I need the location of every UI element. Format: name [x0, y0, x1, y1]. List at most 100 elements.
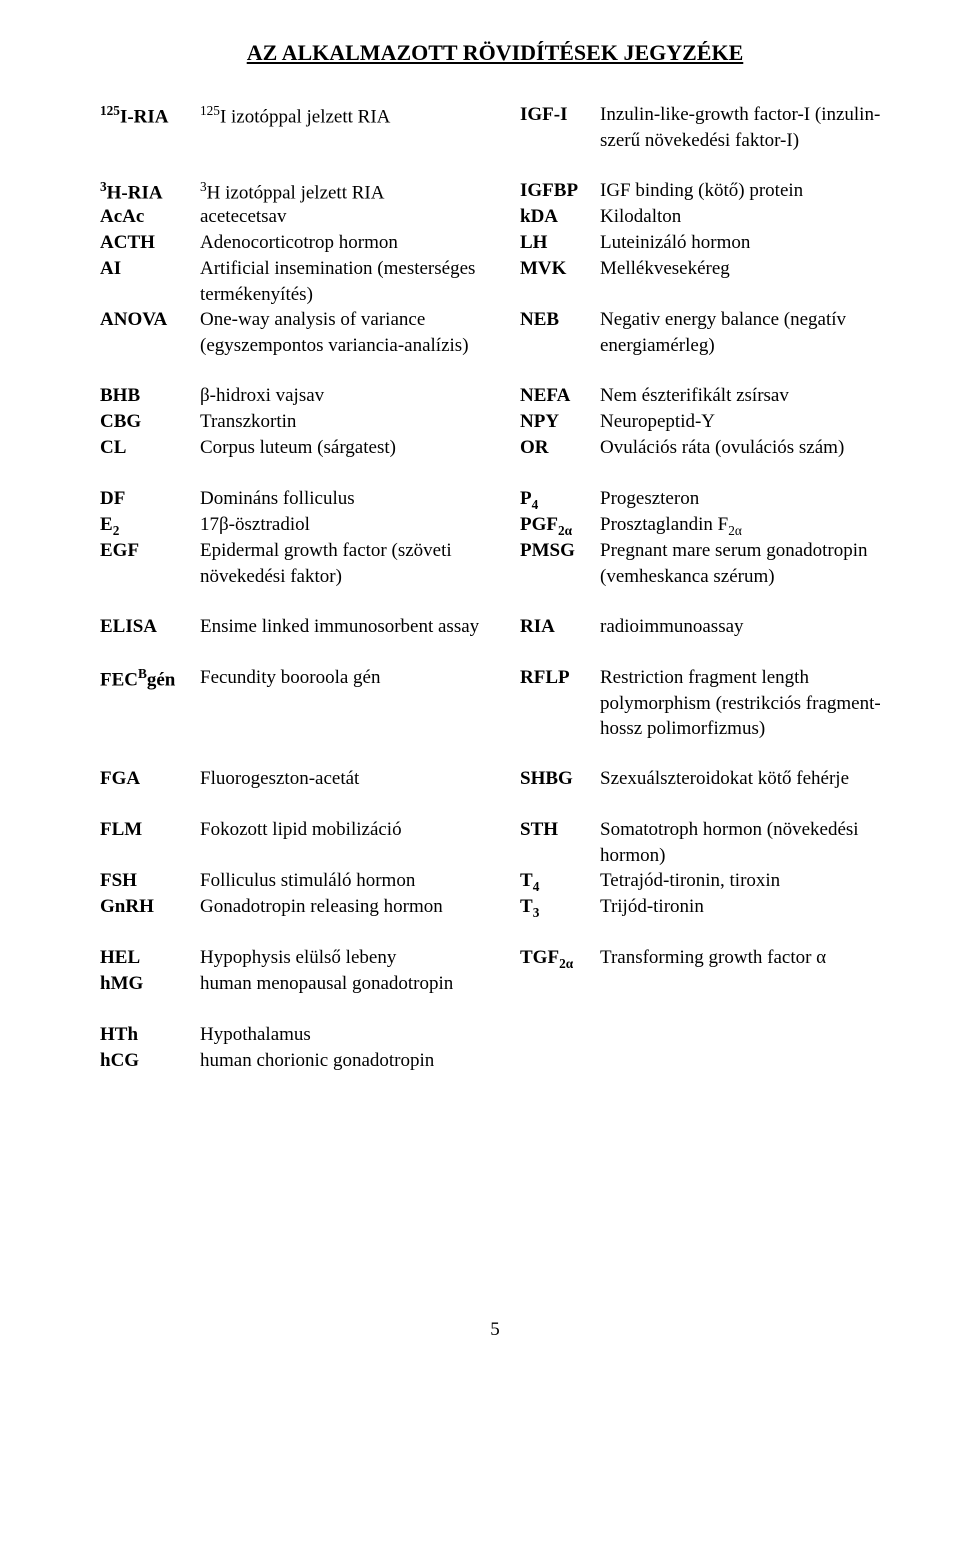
- abbrev-definition: Somatotroph hormon (növekedési hormon): [600, 817, 890, 868]
- abbrev-row: IGFBPIGF binding (kötő) protein: [520, 178, 890, 204]
- abbrev-row: CLCorpus luteum (sárgatest): [100, 435, 510, 486]
- abbrev-term: CL: [100, 435, 200, 461]
- abbrev-term: 3H-RIA: [100, 178, 200, 206]
- abbrev-term: FECBgén: [100, 665, 200, 693]
- abbrev-row: BHBβ-hidroxi vajsav: [100, 383, 510, 409]
- abbrev-term: MVK: [520, 256, 600, 282]
- abbrev-definition: radioimmunoassay: [600, 614, 890, 640]
- abbrev-term: ACTH: [100, 230, 200, 256]
- abbrev-definition: acetecetsav: [200, 204, 510, 230]
- abbrev-term: STH: [520, 817, 600, 843]
- abbrev-term: PMSG: [520, 538, 600, 564]
- abbrev-definition: Negativ energy balance (negatív energiam…: [600, 307, 890, 358]
- abbrev-definition: Hypophysis elülső lebeny: [200, 945, 510, 971]
- abbrev-definition: Neuropeptid-Y: [600, 409, 890, 435]
- abbrev-definition: 3H izotóppal jelzett RIA: [200, 178, 510, 206]
- abbrev-row: TGF2αTransforming growth factor α: [520, 945, 890, 971]
- abbrev-definition: Inzulin-like-growth factor-I (inzulin-sz…: [600, 102, 890, 153]
- abbrev-definition: β-hidroxi vajsav: [200, 383, 510, 409]
- abbrev-definition: human chorionic gonadotropin: [200, 1048, 510, 1074]
- abbrev-definition: Gonadotropin releasing hormon: [200, 894, 510, 920]
- abbrev-definition: Adenocorticotrop hormon: [200, 230, 510, 256]
- abbrev-row: LHLuteinizáló hormon: [520, 230, 890, 256]
- abbrev-term: HTh: [100, 1022, 200, 1048]
- abbrev-definition: Pregnant mare serum gonadotropin (vemhes…: [600, 538, 890, 589]
- abbrev-row: T4Tetrajód-tironin, tiroxin: [520, 868, 890, 894]
- abbrev-row: PGF2αProsztaglandin F2α: [520, 512, 890, 538]
- abbrev-row: ACTHAdenocorticotrop hormon: [100, 230, 510, 256]
- abbrev-term: FSH: [100, 868, 200, 894]
- abbrev-term: ANOVA: [100, 307, 200, 333]
- abbrev-row: 125I-RIA125I izotóppal jelzett RIA: [100, 102, 510, 178]
- abbrev-definition: IGF binding (kötő) protein: [600, 178, 890, 204]
- abbrev-definition: Fluorogeszton-acetát: [200, 766, 510, 792]
- abbrev-row: kDAKilodalton: [520, 204, 890, 230]
- abbrev-row: NEFANem észterifikált zsírsav: [520, 383, 890, 409]
- abbrev-definition: Domináns folliculus: [200, 486, 510, 512]
- abbrev-row: HELHypophysis elülső lebeny: [100, 945, 510, 971]
- abbrev-definition: Fokozott lipid mobilizáció: [200, 817, 510, 843]
- abbrev-definition: Tetrajód-tironin, tiroxin: [600, 868, 890, 894]
- abbrev-row: P4Progeszteron: [520, 486, 890, 512]
- abbrev-definition: Restriction fragment length polymorphism…: [600, 665, 890, 742]
- abbrev-definition: Mellékvesekéreg: [600, 256, 890, 282]
- abbrev-definition: Nem észterifikált zsírsav: [600, 383, 890, 409]
- abbrev-row: DFDomináns folliculus: [100, 486, 510, 512]
- abbrev-term: T4: [520, 868, 600, 896]
- abbrev-definition: Prosztaglandin F2α: [600, 512, 890, 540]
- abbrev-term: FGA: [100, 766, 200, 792]
- page-number: 5: [100, 1319, 890, 1341]
- abbrev-term: EGF: [100, 538, 200, 564]
- abbrev-term: hCG: [100, 1048, 200, 1074]
- abbrev-row: STHSomatotroph hormon (növekedési hormon…: [520, 817, 890, 868]
- abbrev-row: ELISAEnsime linked immunosorbent assay: [100, 614, 510, 665]
- abbrev-row: PMSGPregnant mare serum gonadotropin (ve…: [520, 538, 890, 614]
- abbrev-definition: Epidermal growth factor (szöveti növeked…: [200, 538, 510, 589]
- abbrev-term: E2: [100, 512, 200, 540]
- abbrev-term: DF: [100, 486, 200, 512]
- abbrev-term: OR: [520, 435, 600, 461]
- abbrev-term: HEL: [100, 945, 200, 971]
- abbrev-definition: Trijód-tironin: [600, 894, 890, 920]
- abbrev-row: AIArtificial insemination (mesterséges t…: [100, 256, 510, 307]
- abbrev-row: 3H-RIA3H izotóppal jelzett RIA: [100, 178, 510, 204]
- abbrev-term: 125I-RIA: [100, 102, 200, 130]
- abbrev-definition: Hypothalamus: [200, 1022, 510, 1048]
- abbrev-term: T3: [520, 894, 600, 922]
- abbrev-row: NEBNegativ energy balance (negatív energ…: [520, 307, 890, 383]
- page-title: AZ ALKALMAZOTT RÖVIDÍTÉSEK JEGYZÉKE: [100, 40, 890, 66]
- abbrev-term: PGF2α: [520, 512, 600, 540]
- abbrev-term: NEFA: [520, 383, 600, 409]
- abbrev-row: GnRHGonadotropin releasing hormon: [100, 894, 510, 945]
- abbrev-row: hMGhuman menopausal gonadotropin: [100, 971, 510, 1022]
- abbrev-term: AcAc: [100, 204, 200, 230]
- abbrev-row: FECBgénFecundity booroola gén: [100, 665, 510, 766]
- abbrev-row: RFLPRestriction fragment length polymorp…: [520, 665, 890, 766]
- abbrev-definition: Fecundity booroola gén: [200, 665, 510, 691]
- abbrev-term: BHB: [100, 383, 200, 409]
- abbrev-term: kDA: [520, 204, 600, 230]
- abbrev-row: RIAradioimmunoassay: [520, 614, 890, 665]
- abbrev-row: HThHypothalamus: [100, 1022, 510, 1048]
- abbrev-definition: 125I izotóppal jelzett RIA: [200, 102, 510, 130]
- abbrev-definition: human menopausal gonadotropin: [200, 971, 510, 997]
- abbrev-term: FLM: [100, 817, 200, 843]
- abbrev-definition: Transzkortin: [200, 409, 510, 435]
- abbrev-row: OROvulációs ráta (ovulációs szám): [520, 435, 890, 486]
- abbrev-row: SHBGSzexuálszteroidokat kötő fehérje: [520, 766, 890, 817]
- abbrev-columns: 125I-RIA125I izotóppal jelzett RIA3H-RIA…: [100, 102, 890, 1099]
- abbrev-definition: Ensime linked immunosorbent assay: [200, 614, 510, 640]
- abbrev-definition: Transforming growth factor α: [600, 945, 890, 971]
- left-column: 125I-RIA125I izotóppal jelzett RIA3H-RIA…: [100, 102, 510, 1099]
- abbrev-definition: One-way analysis of variance (egyszempon…: [200, 307, 510, 358]
- abbrev-row: T3Trijód-tironin: [520, 894, 890, 945]
- abbrev-term: hMG: [100, 971, 200, 997]
- abbrev-term: CBG: [100, 409, 200, 435]
- abbrev-row: IGF-IInzulin-like-growth factor-I (inzul…: [520, 102, 890, 178]
- abbrev-term: LH: [520, 230, 600, 256]
- abbrev-row: FSHFolliculus stimuláló hormon: [100, 868, 510, 894]
- abbrev-row: NPYNeuropeptid-Y: [520, 409, 890, 435]
- abbrev-definition: Folliculus stimuláló hormon: [200, 868, 510, 894]
- abbrev-term: ELISA: [100, 614, 200, 640]
- abbrev-definition: Artificial insemination (mesterséges ter…: [200, 256, 510, 307]
